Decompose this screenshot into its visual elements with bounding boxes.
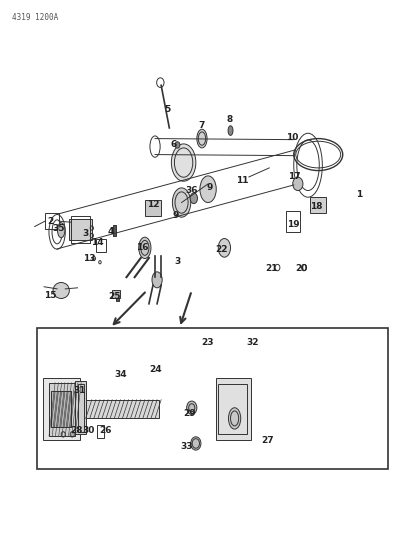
Ellipse shape: [228, 408, 241, 429]
Ellipse shape: [293, 177, 303, 191]
Text: 22: 22: [215, 245, 227, 254]
Ellipse shape: [228, 126, 233, 135]
Text: 29: 29: [184, 409, 196, 417]
Text: 27: 27: [261, 437, 273, 445]
Text: 24: 24: [150, 365, 162, 374]
Bar: [71, 216, 90, 243]
Ellipse shape: [152, 272, 162, 288]
Text: 6: 6: [170, 141, 177, 149]
Text: 32: 32: [246, 338, 258, 346]
Text: 35: 35: [52, 224, 64, 232]
Text: 26: 26: [99, 426, 111, 435]
Bar: [310, 197, 326, 213]
Bar: [113, 225, 116, 236]
Text: 4319 1200A: 4319 1200A: [12, 13, 58, 22]
Text: 18: 18: [310, 203, 322, 211]
Text: 30: 30: [83, 426, 95, 435]
Text: 16: 16: [136, 244, 148, 252]
Bar: [216, 378, 251, 440]
Bar: [145, 200, 161, 216]
Bar: [51, 391, 71, 427]
Text: 19: 19: [287, 221, 299, 229]
Ellipse shape: [191, 437, 201, 450]
Text: 7: 7: [198, 122, 205, 130]
Bar: [75, 381, 86, 434]
Text: 14: 14: [91, 238, 103, 247]
Text: 11: 11: [237, 176, 249, 184]
Text: 5: 5: [164, 105, 171, 114]
Ellipse shape: [175, 142, 180, 148]
Ellipse shape: [190, 193, 197, 204]
Bar: [45, 213, 59, 229]
Text: 23: 23: [201, 338, 213, 346]
Text: 9: 9: [172, 212, 179, 220]
Bar: [43, 378, 80, 440]
Text: 13: 13: [83, 254, 95, 263]
Bar: [96, 239, 106, 252]
Text: 15: 15: [44, 292, 56, 300]
Text: 34: 34: [114, 370, 126, 379]
Text: 25: 25: [108, 293, 120, 301]
Text: 31: 31: [73, 386, 86, 395]
Bar: [112, 290, 120, 298]
Text: 4: 4: [108, 228, 114, 236]
Ellipse shape: [58, 223, 65, 238]
Text: 17: 17: [288, 173, 301, 181]
Bar: [116, 293, 119, 301]
Bar: [69, 219, 92, 240]
Bar: [286, 211, 300, 232]
Bar: [78, 384, 84, 432]
Text: 33: 33: [181, 442, 193, 450]
Ellipse shape: [171, 144, 196, 181]
Text: 10: 10: [286, 133, 298, 142]
Text: 21: 21: [265, 264, 277, 272]
Text: 3: 3: [82, 229, 89, 238]
Text: 8: 8: [226, 115, 233, 124]
Bar: [97, 425, 104, 438]
Bar: [37, 328, 388, 469]
Ellipse shape: [172, 188, 191, 217]
Ellipse shape: [53, 282, 69, 298]
Ellipse shape: [186, 401, 197, 415]
Ellipse shape: [139, 237, 151, 259]
Text: 20: 20: [295, 264, 307, 272]
Bar: [49, 383, 75, 436]
Text: 1: 1: [356, 190, 362, 199]
Text: 28: 28: [71, 426, 83, 435]
Text: 36: 36: [185, 187, 197, 195]
Text: 9: 9: [207, 183, 213, 192]
Ellipse shape: [200, 176, 216, 203]
Text: 12: 12: [147, 200, 159, 208]
Text: 3: 3: [174, 257, 181, 265]
Text: 2: 2: [47, 217, 53, 225]
Bar: [86, 400, 159, 418]
Bar: [218, 384, 247, 434]
Ellipse shape: [197, 130, 207, 148]
Ellipse shape: [218, 239, 231, 257]
